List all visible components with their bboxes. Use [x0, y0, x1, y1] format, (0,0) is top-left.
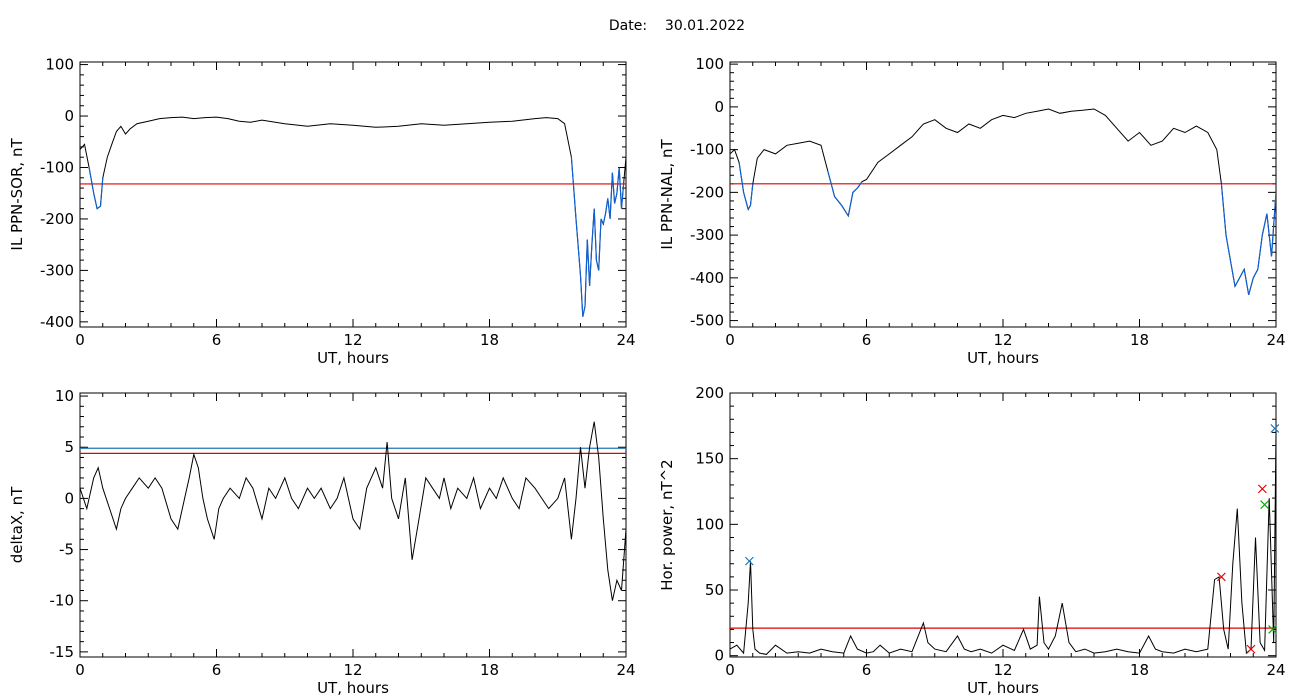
- x-tick-label: 12: [343, 331, 362, 349]
- series-line: [80, 421, 626, 601]
- y-tick-label: 100: [695, 515, 724, 533]
- y-tick-label: -300: [690, 226, 724, 244]
- y-tick-label: -15: [50, 643, 75, 661]
- x-tick-label: 0: [75, 331, 85, 349]
- data-marker: [1270, 424, 1280, 433]
- y-tick-label: 50: [705, 581, 724, 599]
- plot-frame: [729, 392, 1277, 658]
- y-tick-label: 0: [64, 489, 74, 507]
- x-tick-label: 6: [862, 331, 872, 349]
- data-marker: [1216, 572, 1226, 582]
- data-marker: [1268, 624, 1278, 634]
- series-line: [730, 108, 1276, 296]
- y-tick-label: 100: [695, 55, 724, 73]
- chart-panel-ppn-sor: 0 6 12 18 24 -400 -300 -200 -100 0 100 UT, hours IL …: [8, 56, 636, 367]
- y-tick-label: 0: [714, 647, 724, 665]
- y-tick-label: 200: [695, 384, 724, 402]
- x-tick-label: 12: [343, 661, 362, 679]
- plot-frame: [729, 61, 1277, 328]
- x-tick-label: 6: [212, 661, 222, 679]
- y-tick-label: -5: [59, 541, 74, 559]
- y-axis-title: IL PPN-NAL, nT: [658, 139, 676, 250]
- data-marker: [1257, 484, 1267, 494]
- x-tick-label: 18: [480, 661, 499, 679]
- plot-frame: [79, 392, 627, 658]
- y-axis-title: Hor. power, nT^2: [658, 459, 676, 590]
- y-tick-label: -400: [40, 313, 74, 331]
- x-tick-label: 24: [1266, 331, 1285, 349]
- x-tick-label: 6: [212, 331, 222, 349]
- y-axis-title: IL PPN-SOR, nT: [8, 138, 26, 251]
- x-tick-label: 18: [480, 331, 499, 349]
- x-axis-title: UT, hours: [967, 349, 1039, 367]
- data-marker: [1246, 644, 1256, 654]
- chart-panel-hor-power: 0 6 12 18 24 0 50 100 150 200 UT, hours Hor. power,…: [658, 384, 1286, 697]
- data-marker: [744, 556, 754, 566]
- x-tick-label: 24: [1266, 661, 1285, 679]
- marker-stroke: [1257, 484, 1267, 494]
- plot-frame: [79, 61, 627, 328]
- x-tick-label: 24: [616, 331, 635, 349]
- x-tick-label: 12: [993, 331, 1012, 349]
- x-tick-label: 0: [75, 661, 85, 679]
- series-line: [80, 116, 626, 317]
- date-value: 30.01.2022: [664, 18, 746, 34]
- marker-stroke: [1260, 500, 1270, 510]
- y-tick-label: -500: [690, 312, 724, 330]
- y-tick-label: 0: [714, 98, 724, 116]
- y-tick-label: 5: [64, 438, 74, 456]
- x-tick-label: 24: [616, 661, 635, 679]
- y-tick-label: 0: [64, 107, 74, 125]
- marker-stroke: [1270, 424, 1280, 433]
- marker-stroke: [1216, 572, 1226, 582]
- page-title: Date: 30.01.2022: [0, 18, 1300, 34]
- y-tick-label: 150: [695, 450, 724, 468]
- y-tick-label: -10: [50, 592, 75, 610]
- y-tick-label: -400: [690, 269, 724, 287]
- chart-panel-ppn-nal: 0 6 12 18 24 -500 -400 -300 -200 -100 0 100 UT, hour…: [658, 55, 1286, 367]
- marker-stroke: [744, 556, 754, 566]
- x-tick-label: 18: [1130, 661, 1149, 679]
- data-marker: [1260, 500, 1270, 510]
- y-tick-label: -200: [690, 183, 724, 201]
- x-tick-label: 6: [862, 661, 872, 679]
- x-tick-label: 18: [1130, 331, 1149, 349]
- x-tick-label: 0: [725, 331, 735, 349]
- y-tick-label: 100: [45, 56, 74, 74]
- y-tick-label: -200: [40, 210, 74, 228]
- x-axis-title: UT, hours: [317, 679, 389, 697]
- y-tick-label: -100: [690, 141, 724, 159]
- series-highlight: [88, 157, 625, 317]
- x-axis-title: UT, hours: [967, 679, 1039, 697]
- x-tick-label: 12: [993, 661, 1012, 679]
- y-tick-label: -300: [40, 261, 74, 279]
- y-axis-title: deltaX, nT: [8, 486, 26, 563]
- chart-panel-deltax: 0 6 12 18 24 -15 -10 -5 0 5 10 UT, hours deltaX, nT: [8, 387, 636, 697]
- x-tick-label: 0: [725, 661, 735, 679]
- y-tick-label: 10: [55, 387, 74, 405]
- date-label: Date:: [608, 18, 648, 34]
- y-tick-label: -100: [40, 158, 74, 176]
- x-axis-title: UT, hours: [317, 349, 389, 367]
- series-line: [730, 432, 1276, 655]
- series-highlight: [738, 162, 1276, 296]
- marker-stroke: [1268, 624, 1278, 634]
- marker-stroke: [1246, 644, 1256, 654]
